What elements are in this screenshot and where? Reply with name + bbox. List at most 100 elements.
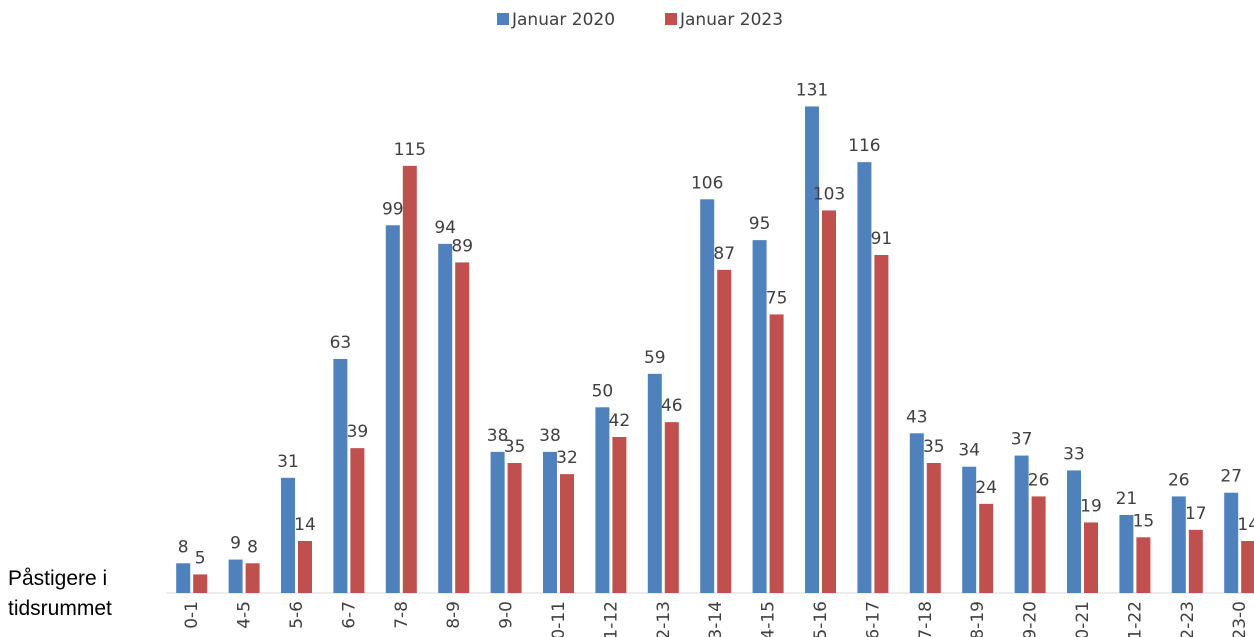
x-tick-label: 22-23 <box>1178 601 1198 637</box>
data-label: 21 <box>1116 489 1138 509</box>
x-tick-label: 13-14 <box>706 601 726 637</box>
data-label: 15 <box>1133 511 1155 531</box>
bar <box>1031 496 1046 593</box>
data-label: 26 <box>1168 470 1190 490</box>
data-label: 14 <box>294 515 316 535</box>
x-tick-label: 6-7 <box>339 601 359 629</box>
bar <box>1171 496 1186 593</box>
data-label: 33 <box>1063 444 1085 464</box>
bar <box>805 106 819 593</box>
x-tick-label: 0-1 <box>182 601 202 629</box>
data-label: 39 <box>347 422 369 442</box>
bar <box>1241 541 1254 593</box>
data-label: 42 <box>609 411 631 431</box>
x-tick-label: 7-8 <box>392 601 412 629</box>
x-tick-label: 15-16 <box>811 601 831 637</box>
bar <box>979 503 994 593</box>
data-label: 14 <box>1237 515 1254 535</box>
bar <box>490 451 505 593</box>
x-axis-label: Påstigere i tidsrummet <box>8 567 112 620</box>
data-label: 24 <box>975 478 997 498</box>
x-tick-label: 17-18 <box>916 601 936 637</box>
data-label: 75 <box>766 288 788 308</box>
bar <box>281 477 295 593</box>
data-label: 8 <box>178 537 189 557</box>
bar <box>769 314 784 593</box>
bar <box>1119 515 1134 593</box>
bar <box>926 463 941 593</box>
data-label: 19 <box>1080 496 1102 516</box>
bar <box>595 407 610 593</box>
bar <box>1188 529 1203 593</box>
legend-label: Januar 2023 <box>679 10 783 30</box>
bar <box>822 210 836 593</box>
bar <box>752 240 767 593</box>
x-tick-label: 4-5 <box>235 601 255 629</box>
legend-swatch <box>497 13 509 25</box>
bar <box>245 563 260 593</box>
data-label: 35 <box>923 437 945 457</box>
bar <box>612 437 627 593</box>
legend-swatch <box>665 13 677 25</box>
x-tick-label: 14-15 <box>759 601 779 637</box>
x-tick-label: 12-13 <box>654 601 674 637</box>
x-tick-label: 11-12 <box>601 601 621 637</box>
data-label: 94 <box>434 218 456 238</box>
x-tick-label: 16-17 <box>863 601 883 637</box>
data-label: 38 <box>487 426 509 446</box>
bar <box>717 269 732 593</box>
bar <box>962 466 977 593</box>
x-tick-label: 19-20 <box>1021 601 1041 637</box>
data-label: 8 <box>247 537 258 557</box>
data-label: 37 <box>1011 430 1033 450</box>
bar <box>1224 492 1239 593</box>
data-label: 50 <box>592 381 614 401</box>
data-label: 43 <box>906 407 928 427</box>
x-tick-label: 9-0 <box>497 601 517 629</box>
x-tick-label: 5-6 <box>287 601 307 629</box>
data-label: 91 <box>871 229 893 249</box>
data-label: 35 <box>504 437 526 457</box>
data-label: 87 <box>713 244 735 264</box>
data-label: 59 <box>644 348 666 368</box>
data-label: 63 <box>330 333 352 353</box>
data-label: 116 <box>848 136 880 156</box>
bar <box>647 373 662 593</box>
data-label: 131 <box>796 80 828 100</box>
data-label: 5 <box>195 548 206 568</box>
bar <box>1084 522 1098 593</box>
data-label: 46 <box>661 396 683 416</box>
data-label: 89 <box>451 236 473 256</box>
data-label: 31 <box>277 452 299 472</box>
x-tick-label: 21-22 <box>1125 601 1145 637</box>
data-label: 95 <box>749 214 771 234</box>
bar <box>909 433 924 593</box>
legend-label: Januar 2020 <box>511 10 615 30</box>
data-label: 115 <box>394 140 426 160</box>
data-label: 99 <box>382 199 404 219</box>
bar <box>193 574 208 593</box>
x-tick-label: 23-0 <box>1230 601 1250 637</box>
bar <box>298 541 312 593</box>
bar <box>507 463 522 593</box>
bar <box>857 162 872 593</box>
data-label: 103 <box>813 184 845 204</box>
bar <box>228 559 243 593</box>
data-label: 26 <box>1028 470 1050 490</box>
data-label: 17 <box>1185 504 1207 524</box>
bar <box>664 422 679 593</box>
bar <box>350 448 365 593</box>
data-label: 106 <box>691 173 723 193</box>
bar <box>1067 470 1081 593</box>
data-label: 38 <box>539 426 561 446</box>
x-tick-label: 18-19 <box>968 601 988 637</box>
bar <box>543 451 557 593</box>
bar <box>874 255 889 593</box>
data-label: 34 <box>958 441 980 461</box>
bar <box>385 225 400 594</box>
bar <box>455 262 470 593</box>
x-tick-label: 10-11 <box>549 601 569 637</box>
bar <box>560 474 574 593</box>
